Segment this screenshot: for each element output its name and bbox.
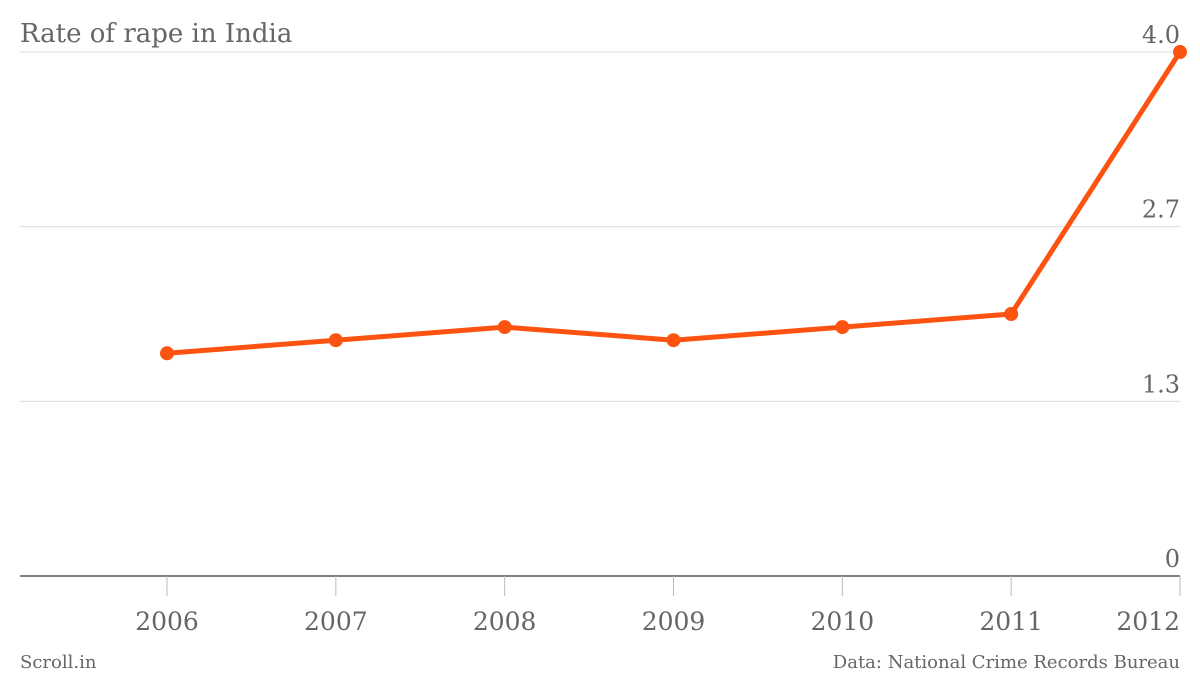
x-tick-label: 2007 bbox=[304, 607, 368, 636]
point bbox=[1004, 307, 1019, 321]
source-right: Data: National Crime Records Bureau bbox=[833, 652, 1180, 673]
point bbox=[835, 320, 850, 335]
x-tick-label: 2010 bbox=[811, 607, 875, 636]
y-tick-label: 0 bbox=[1165, 545, 1180, 573]
x-tick-label: 2006 bbox=[135, 607, 199, 636]
x-tick-label: 2009 bbox=[642, 607, 706, 636]
point bbox=[666, 333, 681, 348]
x-tick-label: 2012 bbox=[1116, 607, 1180, 636]
x-tick-label: 2008 bbox=[473, 607, 537, 636]
y-tick-label: 2.7 bbox=[1142, 196, 1180, 224]
source-left: Scroll.in bbox=[20, 652, 97, 673]
chart-title: Rate of rape in India bbox=[20, 19, 292, 49]
point bbox=[160, 346, 174, 361]
point bbox=[497, 320, 512, 335]
y-tick-label: 4.0 bbox=[1142, 21, 1180, 49]
y-tick-label: 1.3 bbox=[1142, 370, 1180, 398]
point bbox=[1173, 45, 1187, 59]
line bbox=[166, 50, 1183, 356]
point bbox=[328, 333, 343, 348]
x-tick-label: 2011 bbox=[979, 607, 1043, 636]
